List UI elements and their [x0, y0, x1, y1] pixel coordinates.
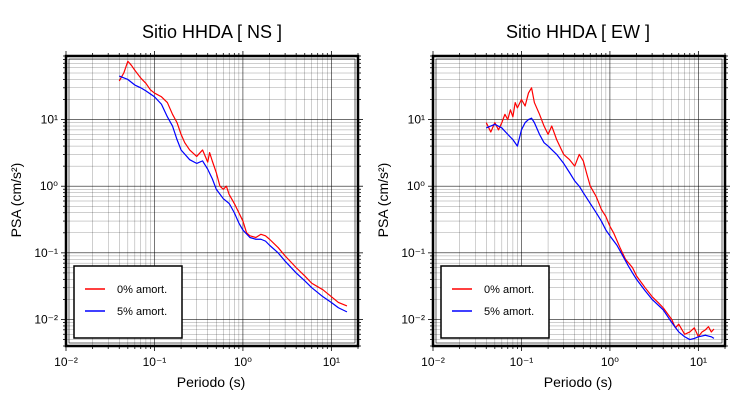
chart-title: Sitio HHDA [ NS ]	[142, 22, 282, 42]
x-tick-label: 10⁻²	[54, 355, 78, 369]
x-tick-label: 10⁰	[234, 355, 252, 369]
y-tick-label: 10⁻²	[34, 312, 58, 326]
x-tick-label: 10⁰	[601, 355, 619, 369]
y-tick-label: 10⁰	[40, 179, 58, 193]
legend: 0% amort. 5% amort.	[73, 265, 183, 339]
x-tick-label: 10⁻²	[421, 355, 445, 369]
x-axis-label: Periodo (s)	[544, 374, 612, 390]
grid	[432, 55, 726, 347]
series-line-1	[119, 75, 348, 313]
series-line-0	[485, 87, 715, 338]
x-tick-label: 10¹	[690, 355, 707, 369]
x-tick-label: 10¹	[323, 355, 340, 369]
legend-label-0: 0% amort.	[484, 284, 534, 296]
legend-box	[73, 265, 183, 339]
y-axis-label: PSA (cm/s²)	[375, 163, 391, 238]
y-tick-label: 10⁻¹	[34, 246, 58, 260]
legend-label-1: 5% amort.	[117, 306, 167, 318]
x-axis-label: Periodo (s)	[177, 374, 245, 390]
ticks: 10⁻² 10⁻¹ 10⁰ 10¹ 10⁻² 10⁻¹ 10⁰ 10¹	[34, 51, 363, 369]
y-tick-label: 10⁰	[407, 179, 425, 193]
legend-box	[440, 265, 550, 339]
legend: 0% amort. 5% amort.	[440, 265, 550, 339]
series-group	[118, 60, 348, 313]
y-axis-label: PSA (cm/s²)	[8, 163, 24, 238]
x-tick-label: 10⁻¹	[510, 355, 534, 369]
y-tick-label: 10¹	[408, 113, 425, 127]
legend-label-0: 0% amort.	[117, 284, 167, 296]
series-line-0	[118, 60, 348, 307]
legend-label-1: 5% amort.	[484, 306, 534, 318]
chart-panel-ew: Sitio HHDA [ EW ] 10⁻² 10⁻¹ 10⁰ 10¹ 10⁻² 10⁻¹…	[375, 22, 730, 390]
x-tick-label: 10⁻¹	[143, 355, 167, 369]
chart-title: Sitio HHDA [ EW ]	[506, 22, 650, 42]
y-tick-label: 10⁻²	[401, 312, 425, 326]
plot-frame-inner	[68, 58, 356, 344]
ticks: 10⁻² 10⁻¹ 10⁰ 10¹ 10⁻² 10⁻¹ 10⁰ 10¹	[401, 51, 730, 369]
chart-panel-ns: Sitio HHDA [ NS ] 10⁻² 10⁻¹ 10⁰ 10¹ 10⁻² 10⁻¹…	[8, 22, 363, 390]
series-line-1	[486, 117, 715, 341]
y-tick-label: 10⁻¹	[401, 246, 425, 260]
plot-frame-inner	[435, 58, 723, 344]
series-group	[485, 87, 715, 341]
y-tick-label: 10¹	[41, 113, 58, 127]
